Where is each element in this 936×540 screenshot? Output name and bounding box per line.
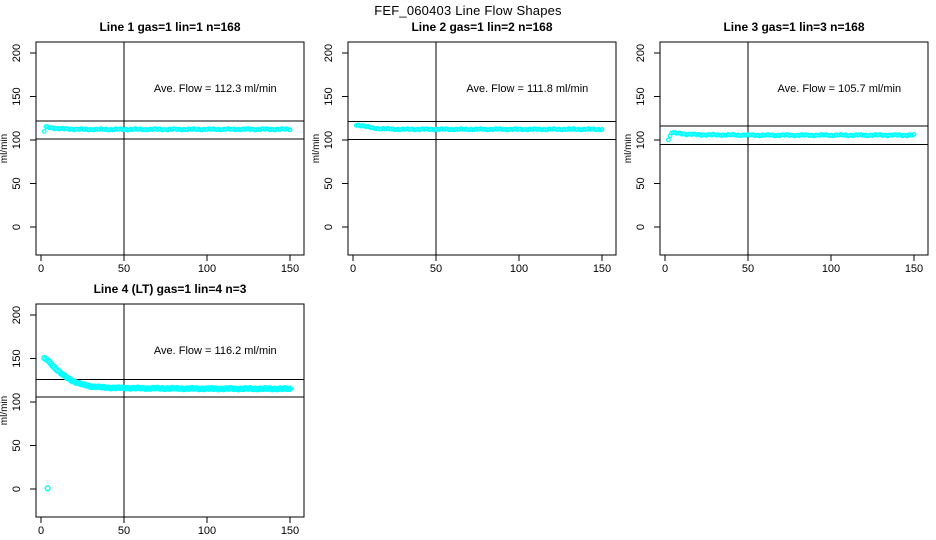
y-tick-label: 200 <box>11 44 23 62</box>
y-tick-label: 150 <box>323 87 335 105</box>
data-point <box>665 137 671 143</box>
panel-title: Line 3 gas=1 lin=3 n=168 <box>723 20 864 34</box>
y-tick-label: 100 <box>11 393 23 411</box>
x-tick-label: 150 <box>593 263 611 275</box>
x-tick-label: 100 <box>198 525 216 537</box>
panel-title: Line 4 (LT) gas=1 lin=4 n=3 <box>94 282 247 296</box>
x-tick-label: 0 <box>38 525 44 537</box>
y-tick-label: 200 <box>635 44 647 62</box>
chart-line3: Line 3 gas=1 lin=3 n=168 0 50 100 150 200 0 50 1… <box>624 20 929 275</box>
y-axis-label: ml/min <box>312 134 322 163</box>
chart-line2: Line 2 gas=1 lin=2 n=168 0 50 100 150 200 0 50 1… <box>312 20 617 275</box>
data-point <box>287 127 293 133</box>
page-title: FEF_060403 Line Flow Shapes <box>374 3 562 18</box>
y-tick-label: 50 <box>323 177 335 189</box>
y-tick-label: 0 <box>11 224 23 230</box>
x-tick-label: 150 <box>905 263 923 275</box>
ave-flow-annotation: Ave. Flow = 112.3 ml/min <box>154 83 277 95</box>
plot-box <box>659 41 929 256</box>
x-tick-label: 100 <box>198 263 216 275</box>
ave-flow-annotation: Ave. Flow = 116.2 ml/min <box>154 345 277 357</box>
x-tick-label: 150 <box>281 525 299 537</box>
y-tick-label: 100 <box>635 131 647 149</box>
y-axis-label: ml/min <box>624 134 634 163</box>
chart-line4: Line 4 (LT) gas=1 lin=4 n=3 0 50 100 150 200 0… <box>0 282 305 537</box>
x-tick-label: 0 <box>662 263 668 275</box>
data-point <box>286 385 294 392</box>
y-tick-label: 50 <box>11 177 23 189</box>
x-tick-label: 0 <box>38 263 44 275</box>
y-tick-label: 150 <box>11 349 23 367</box>
ave-flow-annotation: Ave. Flow = 111.8 ml/min <box>466 83 588 95</box>
panel-title: Line 2 gas=1 lin=2 n=168 <box>411 20 552 34</box>
y-tick-label: 0 <box>323 224 335 230</box>
y-tick-label: 50 <box>11 439 23 451</box>
x-tick-label: 50 <box>742 263 754 275</box>
x-tick-label: 150 <box>281 263 299 275</box>
plot-box <box>35 303 305 518</box>
ave-flow-annotation: Ave. Flow = 105.7 ml/min <box>777 83 901 95</box>
x-tick-label: 50 <box>430 263 442 275</box>
y-tick-label: 0 <box>11 486 23 492</box>
plot-box <box>35 41 305 256</box>
y-axis-label: ml/min <box>0 134 10 163</box>
panel-title: Line 1 gas=1 lin=1 n=168 <box>99 20 240 34</box>
y-tick-label: 150 <box>11 87 23 105</box>
x-tick-label: 100 <box>510 263 528 275</box>
x-tick-label: 0 <box>350 263 356 275</box>
plot-box <box>347 41 617 256</box>
panel-line4: Line 4 (LT) gas=1 lin=4 n=3 0 50 100 150 200 0… <box>0 280 312 540</box>
data-point <box>911 131 917 137</box>
panel-line1: Line 1 gas=1 lin=1 n=168 0 50 100 150 200 0 50 1… <box>0 18 312 280</box>
data-point <box>41 128 47 134</box>
y-tick-label: 200 <box>323 44 335 62</box>
panel-line2: Line 2 gas=1 lin=2 n=168 0 50 100 150 200 0 50 1… <box>312 18 624 280</box>
data-point <box>599 126 605 132</box>
x-tick-label: 50 <box>118 525 130 537</box>
y-tick-label: 150 <box>635 87 647 105</box>
chart-line1: Line 1 gas=1 lin=1 n=168 0 50 100 150 200 0 50 1… <box>0 20 305 275</box>
y-tick-label: 50 <box>635 177 647 189</box>
x-tick-label: 100 <box>822 263 840 275</box>
y-tick-label: 100 <box>11 131 23 149</box>
y-tick-label: 0 <box>635 224 647 230</box>
y-axis-label: ml/min <box>0 396 10 425</box>
x-tick-label: 50 <box>118 263 130 275</box>
outlier-point <box>44 485 51 492</box>
panel-line3: Line 3 gas=1 lin=3 n=168 0 50 100 150 200 0 50 1… <box>624 18 936 280</box>
y-tick-label: 100 <box>323 131 335 149</box>
y-tick-label: 200 <box>11 306 23 324</box>
